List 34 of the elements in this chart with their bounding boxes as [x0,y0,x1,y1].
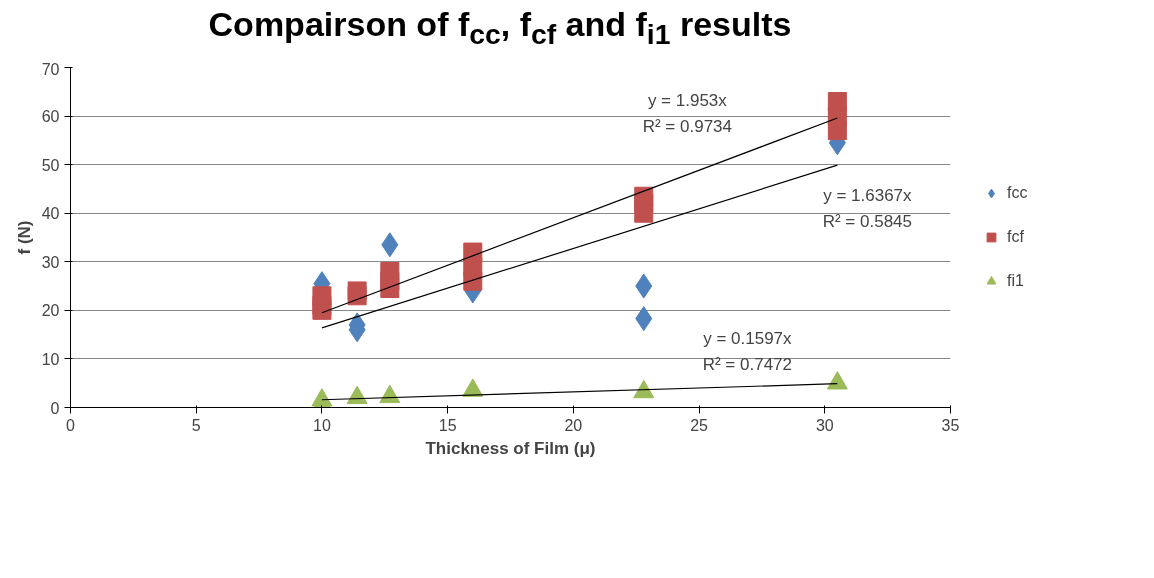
y-tick-label: 30 [41,253,60,271]
annotation: R² = 0.9734 [642,116,733,136]
annotation: R² = 0.7472 [702,355,793,375]
x-tick-label: 10 [313,416,331,434]
x-tick-label: 15 [438,416,457,434]
annotation: y = 1.953x [647,90,728,110]
y-tick-label: 0 [50,399,60,417]
x-axis-title: Thickness of Film (μ) [425,438,596,458]
point [380,262,400,281]
point [827,92,847,111]
point [347,281,367,301]
x-tick-label: 30 [815,416,834,434]
y-tick-label: 60 [41,108,60,126]
y-tick-label: 20 [41,302,60,320]
point [634,186,654,206]
y-tick-label: 70 [41,60,60,78]
x-tick-label: 0 [66,416,76,434]
x-tick-label: 35 [941,416,960,434]
legend-label: fi1 [1007,272,1025,290]
y-tick-label: 50 [41,156,60,174]
x-tick-label: 5 [191,416,201,434]
y-axis-title: f (N) [14,220,34,255]
y-tick-label: 40 [41,205,60,223]
x-tick-label: 25 [690,416,709,434]
y-tick-label: 10 [41,350,60,368]
legend-label: fcc [1007,184,1028,202]
point [312,286,332,306]
legend-label: fcf [1007,228,1025,246]
point [463,242,483,262]
annotation: R² = 0.5845 [822,211,913,231]
x-tick-label: 20 [564,416,583,434]
annotation: y = 1.6367x [823,185,913,205]
annotation: y = 0.1597x [703,329,793,349]
chart-title: Compairson of f$_{cc}$, f$_{cf}$ and f$_{i1}$ results [207,4,793,52]
